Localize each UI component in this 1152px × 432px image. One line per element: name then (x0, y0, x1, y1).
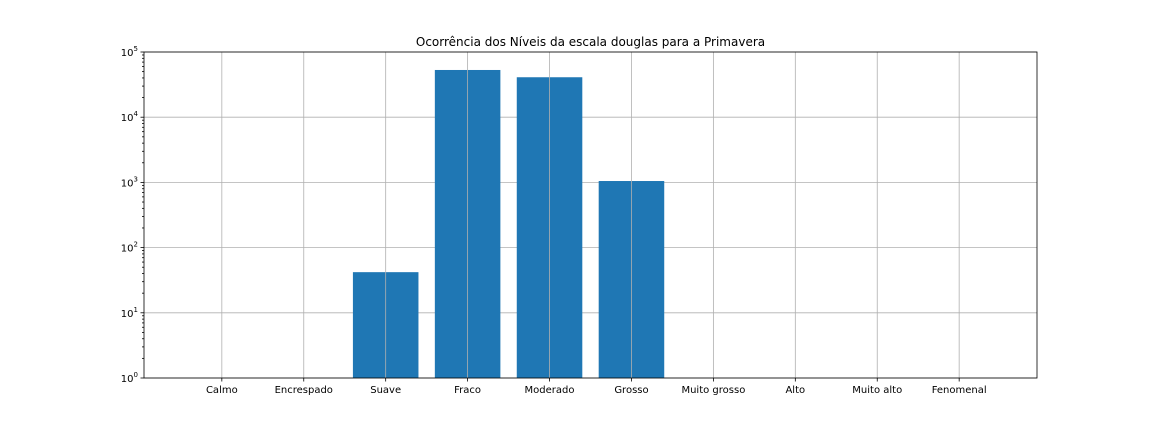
y-tick-label: 102 (121, 241, 138, 255)
x-tick-label: Grosso (614, 385, 648, 396)
y-tick-label: 103 (121, 175, 138, 189)
x-tick-label: Moderado (525, 385, 575, 396)
y-tick-label: 105 (121, 45, 138, 59)
x-axis: Calmo Encrespado Suave Fraco Moderado Grosso M… (206, 378, 987, 396)
x-grid (221, 52, 960, 378)
x-tick-label: Fenomenal (932, 385, 987, 396)
y-tick-label: 104 (121, 110, 139, 124)
x-tick-label: Muito alto (852, 385, 902, 396)
grid (144, 51, 1037, 379)
x-tick-label: Calmo (206, 385, 238, 396)
x-tick-label: Fraco (454, 385, 481, 396)
plot-area-frame (143, 51, 1038, 379)
y-tick-label: 101 (121, 306, 138, 320)
x-tick-label: Alto (785, 385, 805, 396)
chart-title: Ocorrência dos Níveis da escala douglas … (416, 35, 765, 49)
y-axis: 100 101 102 103 104 105 (121, 45, 144, 385)
x-tick-label: Suave (370, 385, 401, 396)
x-tick-label: Encrespado (275, 385, 333, 396)
bars (352, 69, 665, 379)
y-tick-label: 100 (121, 371, 138, 385)
x-tick-label: Muito grosso (681, 385, 745, 396)
